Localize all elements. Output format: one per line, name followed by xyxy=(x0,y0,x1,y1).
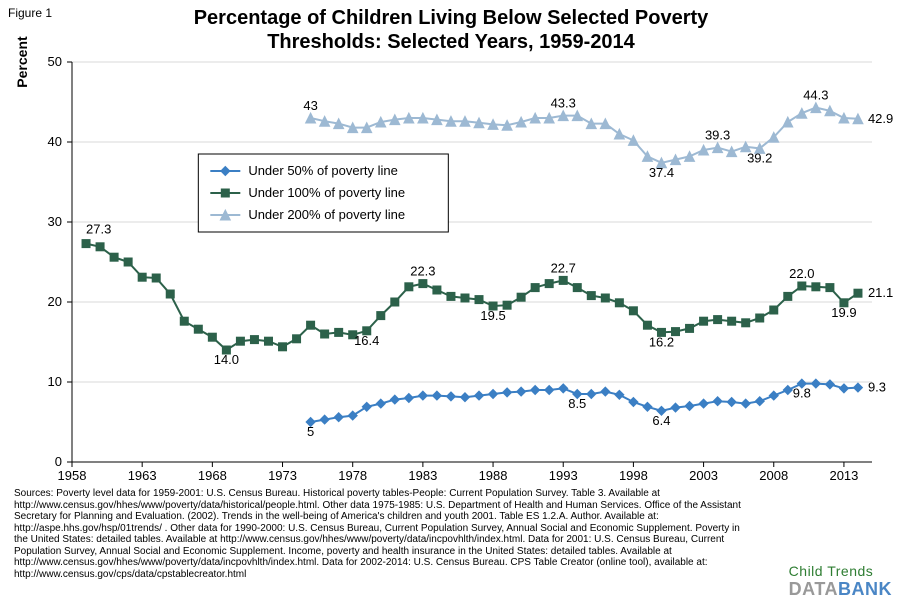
chart-page: Figure 1 Percentage of Children Living B… xyxy=(0,0,902,614)
svg-text:9.3: 9.3 xyxy=(868,380,886,395)
svg-text:37.4: 37.4 xyxy=(649,165,674,180)
svg-text:16.2: 16.2 xyxy=(649,334,674,349)
svg-text:30: 30 xyxy=(48,214,62,229)
svg-text:1968: 1968 xyxy=(198,468,227,483)
svg-text:40: 40 xyxy=(48,134,62,149)
logo-line-2a: DATA xyxy=(789,579,838,599)
svg-text:22.7: 22.7 xyxy=(551,260,576,275)
y-axis-label: Percent xyxy=(14,0,34,262)
svg-text:16.4: 16.4 xyxy=(354,333,379,348)
svg-text:1983: 1983 xyxy=(408,468,437,483)
svg-text:39.3: 39.3 xyxy=(705,128,730,143)
childtrends-logo: Child Trends DATABANK xyxy=(789,563,892,600)
svg-text:5: 5 xyxy=(307,424,314,439)
svg-text:Under 100% of poverty line: Under 100% of poverty line xyxy=(248,185,405,200)
svg-text:Under 200% of poverty line: Under 200% of poverty line xyxy=(248,207,405,222)
svg-text:6.4: 6.4 xyxy=(652,413,670,428)
svg-text:43.3: 43.3 xyxy=(551,96,576,111)
title-line-2: Thresholds: Selected Years, 1959-2014 xyxy=(267,31,635,53)
title-line-1: Percentage of Children Living Below Sele… xyxy=(194,7,709,29)
svg-text:42.9: 42.9 xyxy=(868,111,893,126)
svg-text:39.2: 39.2 xyxy=(747,150,772,165)
svg-text:22.0: 22.0 xyxy=(789,266,814,281)
svg-text:1963: 1963 xyxy=(128,468,157,483)
svg-text:19.5: 19.5 xyxy=(480,308,505,323)
svg-text:21.1: 21.1 xyxy=(868,285,893,300)
svg-text:1958: 1958 xyxy=(58,468,87,483)
svg-text:1973: 1973 xyxy=(268,468,297,483)
svg-text:44.3: 44.3 xyxy=(803,88,828,103)
svg-text:1993: 1993 xyxy=(549,468,578,483)
svg-text:2013: 2013 xyxy=(829,468,858,483)
svg-text:1998: 1998 xyxy=(619,468,648,483)
svg-text:0: 0 xyxy=(55,454,62,469)
svg-text:14.0: 14.0 xyxy=(214,352,239,367)
logo-line-2b: BANK xyxy=(838,579,892,599)
logo-line-1: Child Trends xyxy=(789,563,874,579)
svg-text:Under 50% of poverty line: Under 50% of poverty line xyxy=(248,163,398,178)
svg-text:1978: 1978 xyxy=(338,468,367,483)
svg-text:2008: 2008 xyxy=(759,468,788,483)
sources-text: Sources: Poverty level data for 1959-200… xyxy=(14,488,744,580)
svg-text:19.9: 19.9 xyxy=(831,305,856,320)
svg-text:10: 10 xyxy=(48,374,62,389)
chart-svg: 0102030405019581963196819731978198319881… xyxy=(72,62,872,462)
svg-text:9.8: 9.8 xyxy=(793,386,811,401)
svg-text:8.5: 8.5 xyxy=(568,396,586,411)
svg-text:1988: 1988 xyxy=(479,468,508,483)
svg-text:22.3: 22.3 xyxy=(410,264,435,279)
plot-area: 0102030405019581963196819731978198319881… xyxy=(72,62,872,462)
chart-title: Percentage of Children Living Below Sele… xyxy=(0,6,902,54)
svg-text:50: 50 xyxy=(48,54,62,69)
svg-text:27.3: 27.3 xyxy=(86,222,111,237)
svg-text:20: 20 xyxy=(48,294,62,309)
svg-text:2003: 2003 xyxy=(689,468,718,483)
svg-text:43: 43 xyxy=(303,98,317,113)
